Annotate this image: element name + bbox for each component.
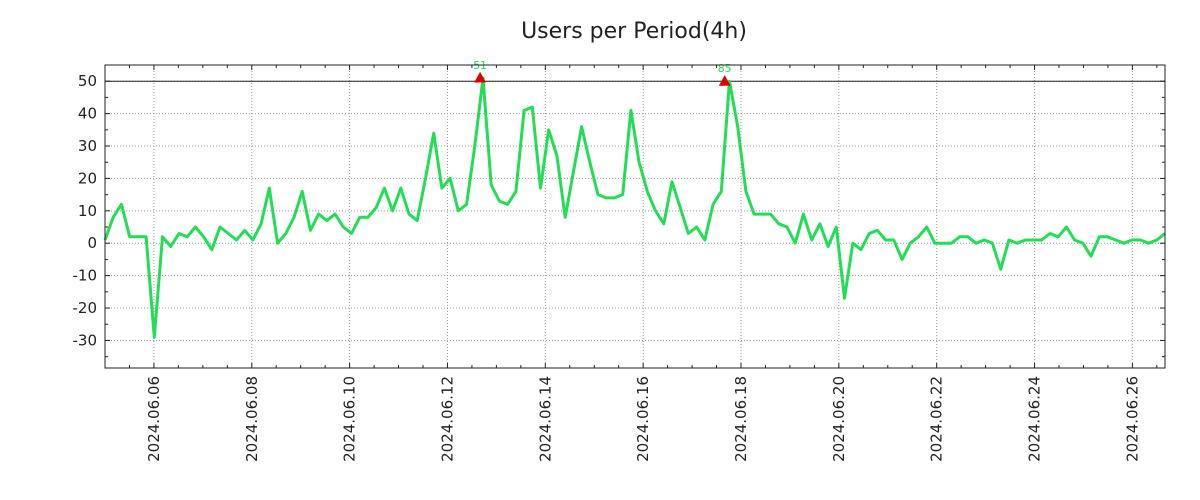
y-tick-label: 20 xyxy=(78,169,97,187)
peak-marker xyxy=(474,71,486,83)
x-tick-label: 2024.06.06 xyxy=(145,376,163,462)
x-tick-label: 2024.06.26 xyxy=(1123,376,1141,462)
x-tick-label: 2024.06.24 xyxy=(1026,376,1044,462)
chart-title: Users per Period(4h) xyxy=(521,19,747,44)
y-tick-label: 50 xyxy=(78,72,97,90)
y-tick-label: -10 xyxy=(73,267,98,285)
axis-layer: 50 40 30 20 10 0 -10 -20 -30 2024.06.06 2024.06.08… xyxy=(73,64,1165,462)
x-tick-label: 2024.06.10 xyxy=(341,376,359,462)
series-layer xyxy=(103,76,1166,339)
y-tick-label: -20 xyxy=(73,299,98,317)
x-tick-label: 2024.06.20 xyxy=(830,376,848,462)
x-tick-label: 2024.06.08 xyxy=(243,376,261,462)
peak-label: 85 xyxy=(718,62,732,75)
y-tick-label: 10 xyxy=(78,202,97,220)
y-tick-label: 30 xyxy=(78,137,97,155)
x-tick-label: 2024.06.22 xyxy=(928,376,946,462)
x-tick-label: 2024.06.12 xyxy=(438,376,456,462)
y-tick-label: 40 xyxy=(78,105,97,123)
series-line-users xyxy=(103,76,1166,339)
y-tick-label: 0 xyxy=(87,234,97,252)
x-tick-label: 2024.06.18 xyxy=(732,376,750,462)
y-tick-label: -30 xyxy=(73,331,98,349)
peak-marker xyxy=(718,75,731,86)
x-tick-label: 2024.06.16 xyxy=(634,376,652,462)
plot-area-frame xyxy=(104,64,1166,369)
x-tick-label: 2024.06.14 xyxy=(536,376,554,462)
